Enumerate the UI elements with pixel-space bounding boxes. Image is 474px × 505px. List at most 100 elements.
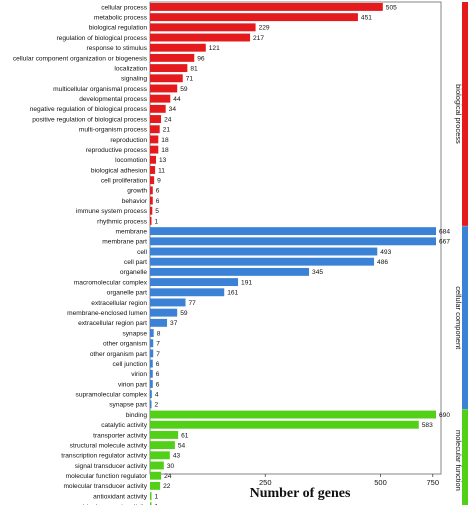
bar [150,400,152,409]
category-label: transporter activity [93,432,148,439]
bar [150,481,161,490]
value-label: 229 [259,25,270,32]
value-label: 6 [156,198,160,205]
value-label: 37 [170,320,178,327]
value-label: 161 [227,290,238,297]
bar [150,369,153,378]
value-label: 684 [439,228,450,235]
bar [150,339,154,348]
category-label: cell [137,249,147,256]
category-label: molecular transducer activity [63,483,147,490]
value-label: 191 [241,279,252,286]
bar [150,492,152,501]
bar [150,64,188,73]
category-label: cell junction [113,361,148,368]
value-label: 6 [156,361,160,368]
category-label: molecular function regulator [66,473,148,480]
category-label: locomotion [115,157,147,164]
bar [150,13,358,22]
category-label: membrane-enclosed lumen [67,310,147,317]
bar [150,267,310,276]
category-label: extracellular region [91,300,147,307]
bar [150,237,436,246]
value-label: 18 [161,147,169,154]
group-label: biological process [454,84,463,144]
value-label: 21 [163,127,171,134]
value-label: 2 [155,402,159,409]
value-label: 6 [156,188,160,195]
value-label: 5 [155,208,159,215]
category-label: positive regulation of biological proces… [32,116,147,123]
value-label: 486 [377,259,388,266]
x-tick-label: 500 [374,478,387,487]
bar [150,135,159,144]
category-label: multicellular organismal process [53,86,148,93]
group-strip [462,2,468,226]
bar [150,349,154,358]
bar [150,288,225,297]
bar [150,318,168,327]
category-label: antioxidant activity [93,493,148,500]
bar [150,155,156,164]
bar [150,115,162,123]
category-label: localization [114,65,147,72]
bar [150,441,175,450]
category-label: membrane [115,228,147,235]
bar [150,186,153,195]
group-strip [462,409,468,505]
bar [150,74,183,83]
category-label: developmental process [79,96,148,103]
bar [150,410,436,419]
bar [150,23,256,32]
bar [150,390,152,399]
value-label: 6 [156,371,160,378]
value-label: 1 [155,504,159,505]
category-label: virion [131,371,147,378]
bar [150,3,383,11]
value-label: 59 [180,86,188,93]
bar [150,84,178,93]
category-label: nutrient reservoir activity [76,504,148,505]
value-label: 96 [197,55,205,62]
category-label: cellular component organization or bioge… [13,55,148,62]
bar [150,430,179,439]
bar [150,278,239,287]
category-label: supramolecular complex [76,392,148,399]
x-tick-label: 250 [259,478,272,487]
category-label: binding [126,412,148,419]
category-label: behavior [122,198,148,205]
bar [150,451,170,460]
category-label: other organism [103,341,147,348]
value-label: 7 [156,341,160,348]
value-label: 77 [188,300,196,307]
value-label: 11 [158,167,165,174]
x-axis-title: Number of genes [250,486,351,501]
group-strip [462,226,468,410]
bar [150,104,166,113]
value-label: 24 [164,116,172,123]
bar [150,43,206,52]
value-label: 18 [161,137,169,144]
category-label: organelle [120,269,147,276]
value-label: 43 [173,453,181,460]
category-label: reproductive process [86,147,148,154]
category-label: growth [127,188,147,195]
value-label: 217 [253,35,264,42]
bar [150,298,186,307]
value-label: 44 [173,96,181,103]
value-label: 1 [155,493,159,500]
bar [150,247,378,256]
value-label: 6 [156,381,160,388]
category-label: negative regulation of biological proces… [30,106,148,113]
category-label: catalytic activity [101,422,148,429]
bar [150,216,152,225]
value-label: 493 [380,249,391,256]
bar [150,329,154,337]
value-label: 4 [155,392,159,399]
category-label: synapse [122,330,147,337]
category-label: biological adhesion [91,167,147,174]
value-label: 61 [181,432,189,439]
value-label: 59 [180,310,188,317]
value-label: 34 [169,106,177,113]
category-label: organelle part [107,290,147,297]
